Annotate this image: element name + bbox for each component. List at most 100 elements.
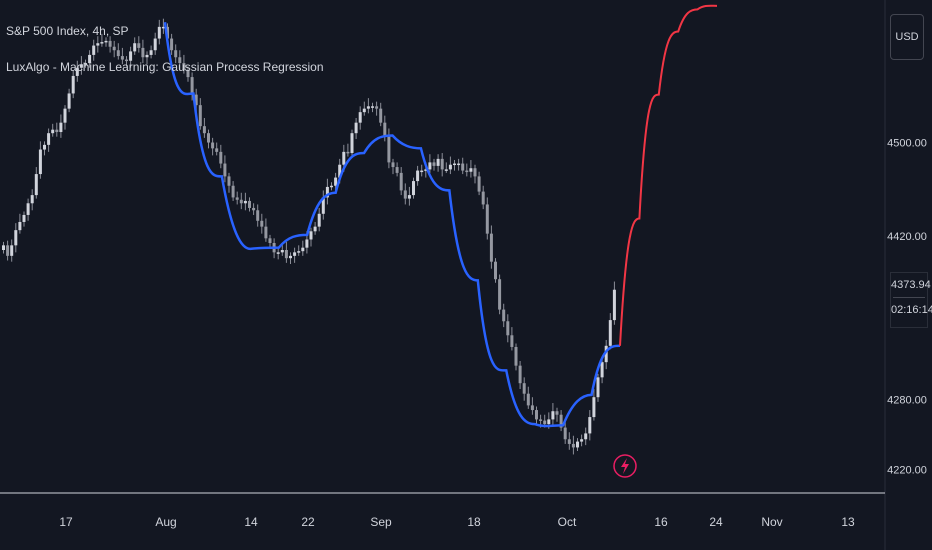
candle-body: [243, 200, 247, 204]
candle-body: [457, 163, 461, 166]
time-tick-label: 24: [709, 515, 723, 529]
candle-body: [338, 164, 342, 178]
last-price-tag: 4373.94 02:16:14: [890, 272, 932, 328]
candle-body: [330, 185, 333, 188]
candle-body: [211, 142, 215, 149]
candle-body: [342, 151, 346, 165]
candle-body: [387, 136, 391, 163]
candle-body: [219, 151, 223, 164]
time-tick-label: Sep: [370, 515, 392, 529]
candle-body: [416, 170, 420, 182]
candle-body: [289, 255, 292, 259]
candle-body: [321, 197, 325, 214]
candle-body: [576, 441, 579, 448]
candle-body: [26, 203, 30, 215]
candle-body: [424, 169, 428, 171]
candle-body: [371, 106, 374, 108]
candle-body: [604, 345, 608, 363]
candle-body: [170, 38, 174, 51]
price-tick-label: 4220.00: [887, 465, 927, 477]
candle-body: [100, 42, 104, 44]
candle-body: [276, 252, 280, 254]
candle-body: [362, 108, 366, 113]
candles-group: [2, 18, 616, 455]
candle-body: [120, 56, 124, 60]
candle-body: [18, 221, 22, 231]
candle-body: [59, 122, 63, 133]
candle-body: [518, 365, 522, 384]
candle-body: [428, 162, 432, 170]
candle-body: [539, 419, 543, 421]
candle-body: [79, 64, 83, 68]
candle-body: [43, 144, 46, 150]
candle-body: [608, 320, 612, 346]
candle-body: [563, 427, 567, 440]
candle-body: [600, 362, 604, 378]
candle-body: [104, 40, 108, 43]
time-tick-label: Oct: [558, 515, 577, 529]
currency-button[interactable]: USD: [890, 14, 924, 60]
time-axis-labels: 17 Aug 14 22 Sep 18 Oct 16 24 Nov 13: [59, 515, 855, 529]
candle-body: [506, 321, 510, 336]
candle-body: [174, 50, 178, 58]
candle-body: [453, 163, 456, 166]
candle-body: [580, 439, 584, 442]
candle-body: [305, 239, 309, 248]
candle-body: [526, 393, 530, 406]
indicator-title[interactable]: LuxAlgo - Machine Learning: Gaussian Pro…: [6, 60, 324, 74]
candle-body: [51, 129, 55, 134]
candle-body: [473, 168, 477, 177]
candle-body: [522, 383, 526, 394]
candle-body: [325, 186, 329, 198]
candle-body: [215, 148, 219, 152]
candle-body: [129, 51, 133, 61]
candle-body: [92, 45, 96, 55]
candle-body: [22, 214, 26, 222]
candle-body: [489, 233, 493, 262]
candle-body: [268, 238, 272, 243]
price-axis-labels: 4500.00 4420.00 4280.00 4220.00: [887, 138, 927, 477]
candle-body: [555, 411, 559, 415]
time-tick-label: 22: [301, 515, 315, 529]
candle-body: [293, 252, 297, 256]
candle-body: [190, 77, 194, 95]
candle-body: [354, 122, 358, 134]
candle-body: [202, 126, 206, 134]
candle-body: [239, 199, 243, 204]
chart-title: S&P 500 Index, 4h, SP: [6, 24, 129, 38]
candle-body: [432, 162, 436, 166]
candle-body: [145, 54, 149, 58]
candle-body: [231, 185, 235, 198]
candle-body: [186, 70, 190, 78]
candle-body: [596, 377, 600, 398]
candle-body: [317, 213, 321, 227]
candle-body: [543, 420, 547, 425]
candle-body: [194, 94, 198, 106]
candle-body: [178, 57, 182, 64]
candle-body: [207, 133, 210, 143]
candle-body: [34, 174, 38, 196]
time-tick-label: 13: [841, 515, 855, 529]
candle-body: [395, 167, 399, 173]
candle-body: [612, 289, 616, 321]
candle-body: [535, 410, 538, 420]
candle-body: [567, 439, 571, 444]
candle-body: [96, 43, 100, 46]
candle-body: [38, 149, 42, 175]
candle-body: [149, 50, 153, 55]
candle-body: [465, 170, 469, 173]
candle-body: [198, 105, 202, 127]
candle-body: [280, 250, 284, 253]
candle-body: [55, 129, 59, 133]
candle-body: [391, 162, 395, 168]
candle-body: [252, 207, 256, 211]
candle-body: [116, 50, 120, 57]
gpr-forecast-line: [619, 4, 718, 346]
candle-body: [358, 112, 362, 123]
candle-body: [346, 151, 350, 154]
candle-body: [375, 106, 379, 109]
candle-body: [403, 190, 407, 199]
lightning-marker[interactable]: [613, 454, 637, 478]
candle-body: [461, 163, 465, 171]
